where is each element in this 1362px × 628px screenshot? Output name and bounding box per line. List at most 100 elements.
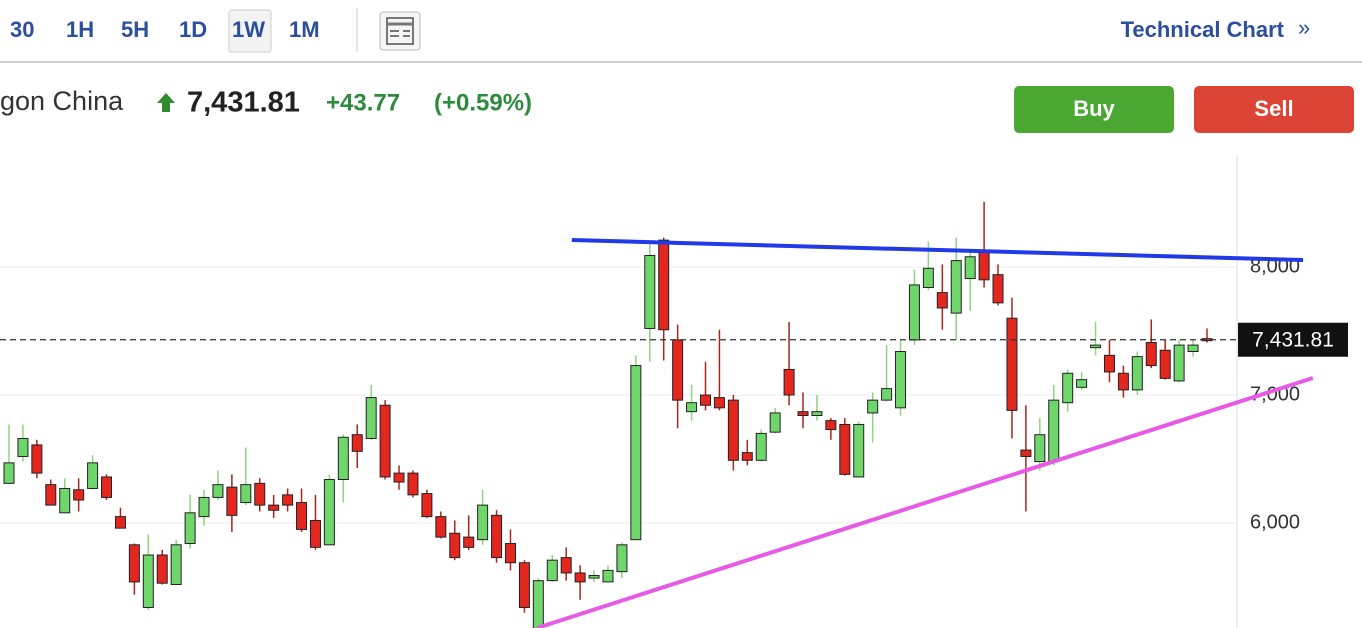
candle-body xyxy=(379,404,391,478)
candle-body xyxy=(588,575,600,579)
candle-body xyxy=(73,489,85,501)
candle-body xyxy=(323,479,335,546)
candle-body xyxy=(254,482,266,506)
candle-body xyxy=(296,502,308,530)
y-tick-label: 6,000 xyxy=(1250,511,1300,533)
candle-body xyxy=(17,438,29,457)
sell-button[interactable] xyxy=(1194,86,1354,133)
candle-body xyxy=(59,487,71,514)
candle-body xyxy=(309,519,321,548)
candle-body xyxy=(867,399,879,414)
candle-body xyxy=(198,496,210,518)
candle-body xyxy=(504,543,516,564)
buy-button[interactable] xyxy=(1014,86,1174,133)
active-interval-box xyxy=(228,9,272,53)
candle-body xyxy=(282,494,294,506)
candle-body xyxy=(895,350,907,409)
candle-body xyxy=(101,476,113,498)
interval-button[interactable]: 1W xyxy=(232,17,265,42)
candle-body xyxy=(337,436,349,481)
layout-icon[interactable] xyxy=(379,11,421,51)
candle-body xyxy=(407,472,419,496)
buy-label[interactable]: Buy xyxy=(1073,96,1115,121)
candle-body xyxy=(421,493,433,518)
candle-body xyxy=(212,484,224,498)
candle-body xyxy=(1090,344,1102,349)
candle-body xyxy=(1159,349,1171,379)
candle-body xyxy=(686,402,698,413)
candle-body xyxy=(156,554,168,584)
candle-body xyxy=(393,472,405,483)
interval-button[interactable]: 1H xyxy=(66,17,94,42)
interval-button[interactable]: 30 xyxy=(10,17,34,42)
technical-chart-link[interactable]: Technical Chart xyxy=(1121,17,1285,42)
candle-body xyxy=(435,516,447,538)
candle-body xyxy=(560,557,572,574)
trendline xyxy=(571,237,1304,262)
candle-body xyxy=(532,580,544,628)
candle-body xyxy=(170,544,182,585)
candle-body xyxy=(713,397,725,409)
candle-body xyxy=(31,444,43,474)
candle-body xyxy=(964,256,976,280)
candle-body xyxy=(477,504,489,541)
candle-body xyxy=(644,254,656,329)
sell-label[interactable]: Sell xyxy=(1254,96,1293,121)
candle-body xyxy=(1145,342,1157,367)
candle-body xyxy=(727,399,739,461)
candle-body xyxy=(184,512,196,545)
candle-body xyxy=(87,462,99,489)
candle-body xyxy=(630,365,642,541)
candle-body xyxy=(700,394,711,406)
candle-body xyxy=(1173,344,1185,382)
up-arrow xyxy=(157,93,175,112)
candle-body xyxy=(755,432,767,461)
candle-body xyxy=(602,569,614,583)
candle-body xyxy=(449,532,461,559)
candle-body xyxy=(1131,356,1143,391)
candle-body xyxy=(908,284,920,341)
change-percent: (+0.59%) xyxy=(434,89,532,116)
candle-body xyxy=(546,559,558,582)
candle-body xyxy=(783,368,795,396)
candle-body xyxy=(853,423,865,478)
candle-body xyxy=(240,484,252,504)
candle-body xyxy=(45,484,57,506)
candle-body xyxy=(463,536,475,548)
candle-body xyxy=(1117,372,1129,391)
candle-body xyxy=(839,423,851,475)
candle-body xyxy=(978,249,990,281)
candle-body xyxy=(1076,379,1088,388)
candle-body xyxy=(658,239,670,331)
candle-body xyxy=(491,514,503,559)
candle-body xyxy=(1020,449,1032,457)
candle-body xyxy=(128,544,140,583)
candle-body xyxy=(1006,317,1018,411)
link-arrow[interactable]: » xyxy=(1298,15,1310,40)
interval-button[interactable]: 1D xyxy=(179,17,207,42)
candle-body xyxy=(1103,354,1115,373)
candle-body xyxy=(351,434,363,452)
candle-body xyxy=(811,411,823,417)
candle-body xyxy=(616,544,628,573)
candle-body xyxy=(518,562,530,609)
plot-area xyxy=(0,201,1237,628)
candle-body xyxy=(1034,434,1046,463)
instrument-name: gon China xyxy=(0,86,124,116)
interval-button[interactable]: 1M xyxy=(289,17,320,42)
candle-body xyxy=(114,516,126,529)
candle-body xyxy=(672,339,684,401)
candle-body xyxy=(992,274,1004,304)
candle-body xyxy=(881,388,893,401)
candle-body xyxy=(950,260,962,314)
last-price-label: 7,431.81 xyxy=(1252,328,1334,351)
candle-body xyxy=(3,462,15,484)
candle-body xyxy=(365,397,377,440)
y-tick-label: 7,000 xyxy=(1250,383,1300,405)
trendline xyxy=(536,376,1314,628)
candle-body xyxy=(268,504,280,511)
interval-button[interactable]: 5H xyxy=(121,17,149,42)
candle-body xyxy=(741,452,753,461)
candle-body xyxy=(574,572,586,583)
